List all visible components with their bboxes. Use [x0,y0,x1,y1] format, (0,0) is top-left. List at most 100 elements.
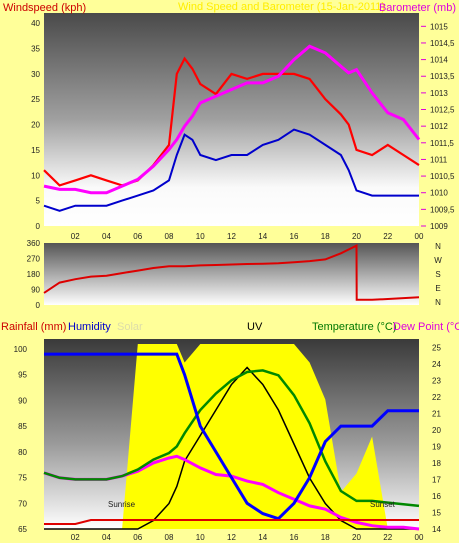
direction-tick-label: 180 [27,270,41,279]
windspeed-tick-label: 0 [36,222,41,231]
time-tick-label: 22 [383,533,392,542]
direction-tick-label: 90 [31,286,40,295]
time-tick-label: 16 [290,232,299,241]
time-tick-label: 10 [196,232,205,241]
barometer-tick-label: 1012 [430,122,448,131]
time-tick-label: 20 [352,232,361,241]
time-tick-label: 12 [227,533,236,542]
compass-label: E [435,284,440,293]
multi-panel: Rainfall (mm) Humidity Solar UV Temperat… [1,321,459,542]
time-tick-label: 10 [196,533,205,542]
windspeed-tick-label: 35 [31,45,40,54]
barometer-tick-label: 1015 [430,22,448,31]
windspeed-tick-label: 15 [31,146,40,155]
time-tick-label: 06 [133,533,142,542]
temperature-tick-label: 22 [432,393,441,402]
time-tick-label: 04 [102,533,111,542]
direction-tick-label: 270 [27,255,41,264]
time-tick-label: 06 [133,232,142,241]
direction-series [43,243,420,301]
compass-label: S [435,270,440,279]
direction-tick-label: 0 [36,301,41,310]
time-tick-label: 20 [352,533,361,542]
time-tick-label: 02 [71,533,80,542]
temperature-tick-label: 17 [432,475,441,484]
humidity-tick-label: 70 [18,499,27,508]
chart-title: Wind Speed and Barometer (15-Jan-2011) [178,1,385,13]
time-tick-label: 04 [102,232,111,241]
rainfall-axis-label: Rainfall (mm) [1,321,66,333]
barometer-ticks: 1009 1009,5 1010 1010,5 1011 1011,5 1012 1012,5… [421,22,455,231]
time-tick-label: 22 [383,232,392,241]
top-time-ticks: 02 04 06 08 10 12 14 16 18 20 22 00 [71,232,424,241]
humidity-ticks: 65 70 75 80 85 90 95 100 [14,345,28,534]
barometer-tick-label: 1012,5 [430,106,455,115]
time-tick-label: 12 [227,232,236,241]
temperature-tick-label: 16 [432,492,441,501]
compass-label: W [434,256,442,265]
time-tick-label: 08 [165,232,174,241]
solar-area [44,344,419,529]
time-tick-label: 18 [321,533,330,542]
temperature-tick-label: 19 [432,442,441,451]
rainfall-line [44,519,419,525]
barometer-axis-label: Barometer (mb) [379,2,456,14]
temperature-line [43,369,420,508]
direction-ticks: 0 90 180 270 360 [27,239,41,310]
time-tick-label: 02 [71,232,80,241]
barometer-tick-label: 1010 [430,189,448,198]
windspeed-tick-label: 20 [31,121,40,130]
humidity-tick-label: 75 [18,474,27,483]
temperature-tick-label: 15 [432,508,441,517]
bottom-time-ticks: 02 04 06 08 10 12 14 16 18 20 22 00 [71,533,424,542]
humidity-tick-label: 90 [18,396,27,405]
temperature-axis-label: Temperature (°C) [312,321,396,333]
humidity-line [44,352,419,521]
temperature-tick-label: 24 [432,360,441,369]
humidity-tick-label: 100 [14,345,28,354]
barometer-tick-label: 1013,5 [430,72,455,81]
time-tick-label: 14 [258,533,267,542]
barometer-tick-label: 1011 [430,155,448,164]
dewpoint-axis-label: Dew Point (°C) [393,321,459,333]
time-tick-label: 00 [415,232,424,241]
solar-axis-label: Solar [117,321,143,333]
barometer-tick-label: 1009 [430,222,448,231]
windspeed-tick-label: 10 [31,171,40,180]
windspeed-tick-label: 5 [36,197,41,206]
barometer-tick-label: 1010,5 [430,172,455,181]
barometer-tick-label: 1014 [430,56,448,65]
humidity-tick-label: 65 [18,525,27,534]
temperature-tick-label: 14 [432,525,441,534]
barometer-tick-label: 1013 [430,89,448,98]
sunset-annotation: Sunset [370,500,396,509]
windspeed-tick-label: 30 [31,70,40,79]
wind-baro-series [43,44,421,212]
windspeed-axis-label: Windspeed (kph) [3,2,86,14]
temperature-tick-label: 21 [432,409,441,418]
temperature-tick-label: 20 [432,426,441,435]
wind-gust-line [43,56,420,187]
wind-average-line [43,128,419,212]
barometer-line [43,44,421,195]
uv-line [44,366,419,530]
barometer-tick-label: 1011,5 [430,139,454,148]
barometer-tick-label: 1009,5 [430,205,455,214]
time-tick-label: 00 [415,533,424,542]
time-tick-label: 14 [258,232,267,241]
humidity-tick-label: 80 [18,448,27,457]
windspeed-ticks: 0 5 10 15 20 25 30 35 40 [31,19,40,231]
temperature-tick-label: 23 [432,376,441,385]
compass-label: N [435,242,441,251]
windspeed-tick-label: 40 [31,19,40,28]
temperature-tick-label: 25 [432,343,441,352]
time-tick-label: 18 [321,232,330,241]
direction-tick-label: 360 [27,239,41,248]
compass-label: N [435,298,441,307]
wind-baro-panel: Windspeed (kph) Wind Speed and Barometer… [3,1,456,241]
humidity-axis-label: Humidity [68,321,111,333]
windspeed-tick-label: 25 [31,95,40,104]
